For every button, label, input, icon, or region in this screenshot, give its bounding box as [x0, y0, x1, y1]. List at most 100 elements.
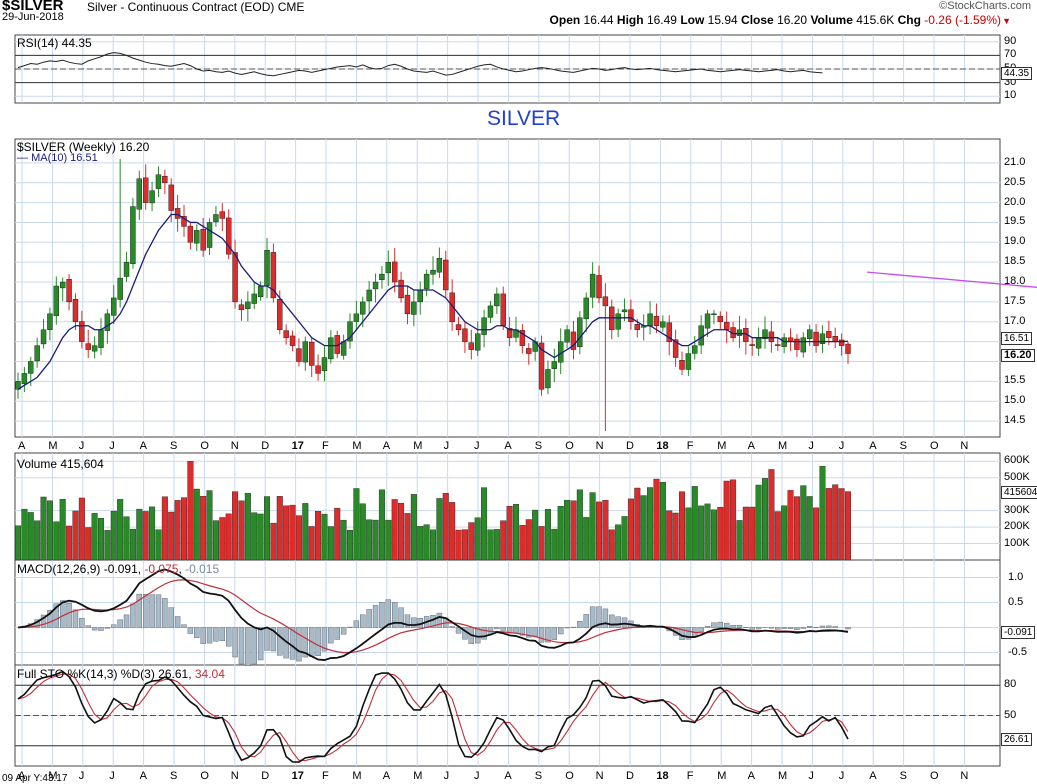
x-axis-month-label-bottom: D — [626, 770, 634, 782]
macd-histogram-bar — [609, 615, 614, 628]
volume-bar — [526, 520, 532, 560]
volume-bar — [277, 496, 283, 560]
volume-bar — [641, 496, 647, 560]
volume-bar — [296, 516, 302, 560]
macd-histogram-bar — [150, 595, 155, 628]
volume-bar — [130, 529, 136, 560]
volume-bar — [379, 490, 385, 560]
volume-bar — [603, 500, 609, 560]
candle-body — [660, 322, 665, 327]
macd-label-prefix: MACD(12,26,9) — [17, 562, 100, 576]
volume-bar — [137, 509, 143, 560]
candle-body — [290, 336, 295, 346]
price-y-tick: 17.5 — [1004, 295, 1025, 307]
volume-bar — [303, 503, 309, 560]
macd-histogram-bar — [207, 628, 212, 644]
volume-bar — [654, 479, 660, 560]
x-axis-month-label-bottom: O — [930, 770, 939, 782]
volume-bar — [686, 508, 692, 560]
volume-bar — [360, 504, 366, 560]
volume-bar — [73, 511, 79, 560]
volume-bar — [398, 503, 404, 560]
candle-body — [265, 250, 270, 286]
macd-y-tick: 0.5 — [1008, 596, 1023, 608]
candle-body — [303, 342, 308, 362]
x-axis-month-label-bottom: J — [109, 770, 115, 782]
candle-body — [488, 306, 493, 318]
brand-logo[interactable]: ©StockCharts.com — [939, 0, 1031, 12]
volume-bar — [162, 497, 168, 560]
volume-bar — [494, 529, 500, 560]
candle-body — [584, 298, 589, 319]
macd-histogram-bar — [220, 628, 225, 641]
candle-body — [635, 324, 640, 329]
candle-body — [92, 346, 97, 352]
low-value: 15.94 — [708, 13, 738, 27]
candle-body — [692, 346, 697, 354]
volume-bar — [539, 526, 545, 560]
exchange-label: CME — [278, 0, 305, 14]
candle-body — [360, 302, 365, 314]
x-axis-month-label: N — [960, 440, 968, 452]
x-axis-month-label: J — [808, 440, 814, 452]
candle-body — [201, 229, 206, 250]
candle-body — [705, 314, 710, 328]
price-y-tick: 18.5 — [1004, 255, 1025, 267]
macd-histogram-bar — [539, 628, 544, 643]
candle-body — [718, 316, 723, 322]
x-axis-month-label-bottom: M — [352, 770, 361, 782]
candle-body — [737, 330, 742, 336]
candle-body — [577, 318, 582, 347]
candle-body — [60, 282, 65, 288]
volume-bar — [34, 521, 40, 560]
macd-histogram-bar — [482, 628, 487, 640]
volume-bar — [373, 520, 379, 560]
volume-bar — [718, 507, 724, 560]
macd-histogram-bar — [245, 628, 250, 666]
volume-bar — [462, 530, 468, 560]
volume-bar — [769, 469, 775, 560]
x-axis-month-label: 17 — [292, 440, 304, 452]
x-axis-month-label-bottom: F — [687, 770, 694, 782]
x-axis-month-label: M — [352, 440, 361, 452]
volume-bar — [28, 512, 34, 560]
x-axis-month-label-bottom: J — [839, 770, 845, 782]
candle-body — [175, 208, 180, 218]
candle-body — [118, 278, 123, 299]
candle-body — [443, 260, 448, 290]
macd-histogram-bar — [111, 625, 116, 628]
x-axis-month-label-bottom: O — [200, 770, 209, 782]
volume-bar — [386, 520, 392, 560]
macd-histogram-bar — [182, 625, 187, 628]
x-axis-month-label-bottom: 18 — [656, 770, 668, 782]
volume-bar — [520, 525, 526, 560]
macd-histogram-bar — [846, 628, 851, 630]
down-arrow-icon: ▼ — [1002, 16, 1011, 26]
candle-body — [277, 299, 282, 329]
macd-histogram-bar — [584, 614, 589, 627]
volume-bar — [22, 509, 28, 560]
macd-hist-value: -0.015 — [185, 562, 219, 576]
candle-body — [367, 290, 372, 301]
macd-histogram-bar — [558, 628, 563, 635]
x-axis-month-label-bottom: A — [383, 770, 390, 782]
volume-bar — [807, 496, 813, 560]
volume-bar — [98, 518, 104, 560]
candle-body — [411, 302, 416, 315]
candle-body — [341, 342, 346, 356]
contract-name: Silver - Continuous Contract (EOD) — [87, 0, 274, 14]
candle-body — [22, 373, 27, 383]
volume-bar — [232, 492, 238, 560]
macd-histogram-bar — [188, 628, 193, 634]
candle-body — [565, 330, 570, 342]
macd-histogram-bar — [552, 628, 557, 640]
volume-bar — [111, 511, 117, 560]
macd-line — [18, 569, 848, 660]
macd-histogram-bar — [348, 627, 353, 628]
volume-bar — [813, 508, 819, 560]
macd-histogram-bar — [501, 628, 506, 631]
x-axis-month-label: S — [900, 440, 907, 452]
volume-bar — [85, 528, 91, 560]
x-axis-month-label-bottom: O — [565, 770, 574, 782]
macd-histogram-bar — [367, 609, 372, 627]
